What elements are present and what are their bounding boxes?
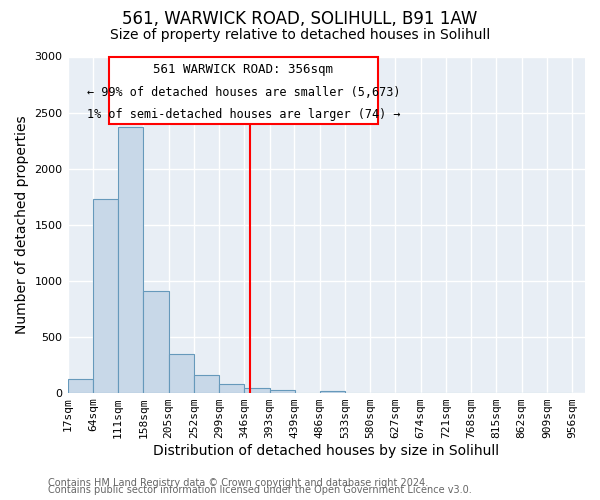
Text: 561 WARWICK ROAD: 356sqm: 561 WARWICK ROAD: 356sqm (154, 63, 334, 76)
Text: Contains public sector information licensed under the Open Government Licence v3: Contains public sector information licen… (48, 485, 472, 495)
Text: Size of property relative to detached houses in Solihull: Size of property relative to detached ho… (110, 28, 490, 42)
Bar (68, 379, 93, 392)
Bar (194, 375, 219, 392)
X-axis label: Distribution of detached houses by size in Solihull: Distribution of detached houses by size … (153, 444, 499, 458)
Bar (244, 388, 269, 392)
Bar (219, 384, 244, 392)
Text: Contains HM Land Registry data © Crown copyright and database right 2024.: Contains HM Land Registry data © Crown c… (48, 478, 428, 488)
FancyBboxPatch shape (109, 56, 378, 124)
Bar (269, 390, 295, 392)
Y-axis label: Number of detached properties: Number of detached properties (15, 115, 29, 334)
Text: ← 99% of detached houses are smaller (5,673): ← 99% of detached houses are smaller (5,… (87, 86, 400, 98)
Bar (118, 127, 143, 392)
Bar (143, 290, 169, 392)
Text: 561, WARWICK ROAD, SOLIHULL, B91 1AW: 561, WARWICK ROAD, SOLIHULL, B91 1AW (122, 10, 478, 28)
Bar (93, 199, 118, 392)
Text: 1% of semi-detached houses are larger (74) →: 1% of semi-detached houses are larger (7… (87, 108, 400, 121)
Bar (169, 354, 194, 393)
